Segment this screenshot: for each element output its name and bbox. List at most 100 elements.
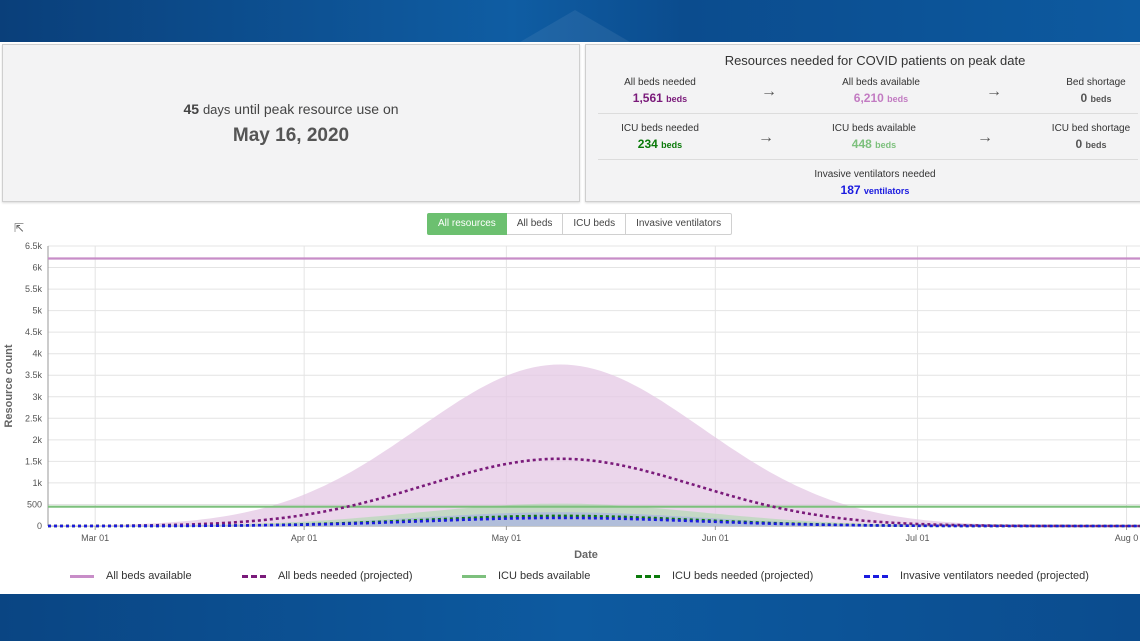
legend-swatch [864, 574, 888, 578]
bed-shortage: Bed shortage 0 beds [1026, 77, 1140, 105]
legend-item[interactable]: All beds available [70, 570, 192, 582]
chart-legend: All beds available All beds needed (proje… [0, 570, 1140, 588]
peak-panel: 45 days until peak resource use on May 1… [2, 44, 580, 202]
all-beds-available-value: 6,210 beds [811, 91, 951, 105]
all-beds-available: All beds available 6,210 beds [811, 77, 951, 105]
banner-decoration [520, 10, 630, 42]
y-tick-label: 6.5k [25, 241, 43, 251]
tab-all-beds[interactable]: All beds [506, 213, 564, 235]
icu-bed-shortage: ICU bed shortage 0 beds [1021, 123, 1140, 151]
icu-beds-available-unit: beds [875, 140, 897, 150]
tab-all-resources[interactable]: All resources [427, 213, 507, 235]
arrow-icon: → [758, 129, 774, 146]
uncertainty-band [48, 364, 1140, 526]
y-tick-label: 2.5k [25, 413, 43, 423]
dashboard: 45 days until peak resource use on May 1… [0, 42, 1140, 594]
all-beds-available-label: All beds available [842, 77, 920, 88]
icu-beds-needed-number: 234 [637, 137, 658, 151]
ventilators-number: 187 [840, 183, 861, 197]
icu-bed-shortage-number: 0 [1075, 137, 1083, 151]
series-line [48, 516, 1140, 528]
icu-beds-available-number: 448 [851, 137, 872, 151]
y-tick-label: 0 [37, 521, 42, 531]
all-beds-available-unit: beds [887, 94, 909, 104]
y-tick-label: 1.5k [25, 456, 43, 466]
all-beds-available-number: 6,210 [853, 91, 884, 105]
series-line [47, 457, 1140, 528]
legend-swatch [242, 574, 266, 578]
legend-item[interactable]: ICU beds available [462, 570, 590, 582]
legend-swatch [462, 574, 486, 578]
peak-days-unit: days [202, 102, 231, 117]
icu-beds-available-label: ICU beds available [832, 123, 916, 134]
legend-swatch [70, 574, 94, 578]
icu-beds-needed-label: ICU beds needed [621, 123, 699, 134]
y-tick-label: 500 [27, 499, 42, 509]
legend-item[interactable]: All beds needed (projected) [242, 570, 413, 582]
ventilators-value: 187 ventilators [805, 183, 945, 197]
ventilators-label: Invasive ventilators needed [814, 169, 936, 180]
header-banner [0, 0, 1140, 42]
peak-days: 45 [183, 101, 200, 117]
resource-chart: 0 500 1k 1.5k 2k 2.5k 3k 3.5k 4k 4.5k 5k 5.5k 6k 6.5k… [3, 241, 1140, 561]
arrow-icon: → [761, 83, 777, 100]
legend-label: All beds needed (projected) [278, 570, 413, 582]
peak-text: until peak resource use on [234, 101, 399, 117]
y-tick-label: 5k [32, 306, 42, 316]
resource-tabs: All resources All beds ICU beds Invasive… [427, 213, 733, 235]
all-beds-needed-label: All beds needed [624, 77, 696, 88]
mouse-cursor-icon: ⇱ [14, 221, 25, 235]
footer-banner [0, 594, 1140, 641]
legend-label: Invasive ventilators needed (projected) [900, 570, 1089, 582]
icu-beds-available: ICU beds available 448 beds [804, 123, 944, 151]
resources-panel: Resources needed for COVID patients on p… [585, 44, 1140, 202]
icu-beds-available-value: 448 beds [804, 137, 944, 151]
peak-countdown: 45 days until peak resource use on [3, 101, 579, 117]
divider [598, 159, 1138, 160]
y-tick-label: 2k [32, 435, 42, 445]
y-tick-label: 4k [32, 349, 42, 359]
all-beds-needed-unit: beds [666, 94, 688, 104]
y-tick-label: 1k [32, 478, 42, 488]
icu-beds-needed: ICU beds needed 234 beds [590, 123, 730, 151]
all-beds-needed: All beds needed 1,561 beds [590, 77, 730, 105]
tab-invasive-ventilators[interactable]: Invasive ventilators [626, 213, 733, 235]
icu-bed-shortage-value: 0 beds [1021, 137, 1140, 151]
x-tick-label: May 01 [492, 533, 522, 543]
peak-date: May 16, 2020 [232, 125, 350, 146]
x-tick-label: Jul 01 [906, 533, 930, 543]
icu-bed-shortage-label: ICU bed shortage [1051, 123, 1131, 134]
x-tick-label: Aug 0 [1115, 533, 1139, 543]
legend-label: ICU beds needed (projected) [672, 570, 814, 582]
bed-shortage-value: 0 beds [1026, 91, 1140, 105]
all-beds-needed-number: 1,561 [632, 91, 663, 105]
icu-bed-shortage-unit: beds [1085, 140, 1107, 150]
legend-swatch [636, 574, 660, 578]
y-tick-label: 5.5k [25, 284, 43, 294]
y-tick-label: 3k [32, 392, 42, 402]
ventilators-unit: ventilators [863, 186, 910, 196]
x-axis-label: Date [574, 549, 598, 561]
arrow-icon: → [986, 83, 1002, 100]
x-tick-label: Mar 01 [81, 533, 109, 543]
icu-beds-needed-unit: beds [661, 140, 683, 150]
ventilators-needed: Invasive ventilators needed 187 ventilat… [805, 169, 945, 197]
bed-shortage-number: 0 [1080, 91, 1088, 105]
icu-beds-needed-value: 234 beds [590, 137, 730, 151]
resources-title: Resources needed for COVID patients on p… [724, 53, 1026, 68]
tab-icu-beds[interactable]: ICU beds [563, 213, 627, 235]
all-beds-needed-value: 1,561 beds [590, 91, 730, 105]
bed-shortage-unit: beds [1090, 94, 1112, 104]
bed-shortage-label: Bed shortage [1066, 77, 1126, 88]
legend-item[interactable]: ICU beds needed (projected) [636, 570, 813, 582]
y-tick-label: 6k [32, 263, 42, 273]
legend-item[interactable]: Invasive ventilators needed (projected) [864, 570, 1089, 582]
divider [598, 113, 1138, 114]
y-tick-label: 3.5k [25, 370, 43, 380]
legend-label: All beds available [106, 570, 192, 582]
y-tick-label: 4.5k [25, 327, 43, 337]
arrow-icon: → [977, 129, 993, 146]
legend-label: ICU beds available [498, 570, 591, 582]
y-axis-label: Resource count [3, 344, 15, 427]
x-tick-label: Jun 01 [702, 533, 729, 543]
